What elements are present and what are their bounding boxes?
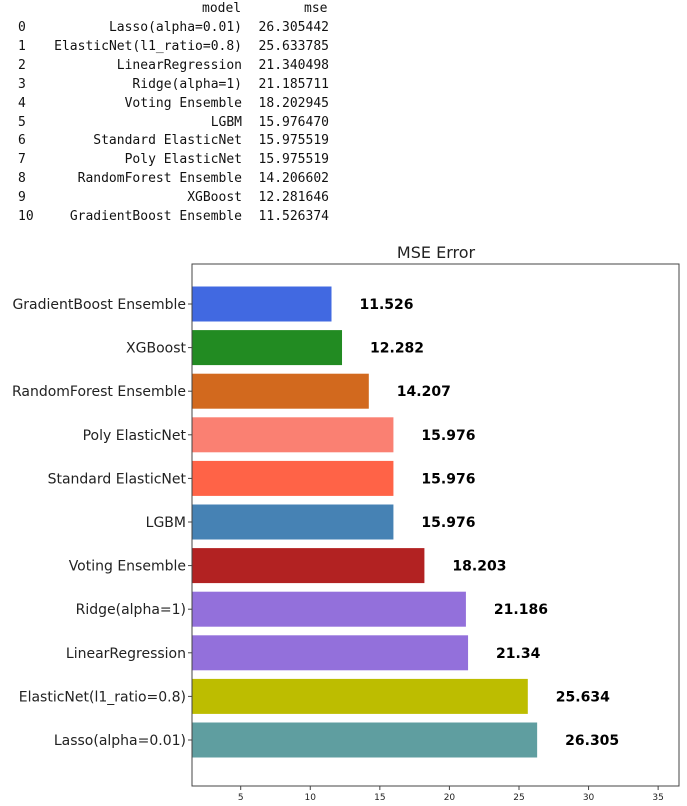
y-tick-label: LinearRegression	[66, 646, 186, 662]
y-tick-label: XGBoost	[126, 341, 186, 357]
bar	[192, 548, 425, 584]
table-cell-model: Ridge(alpha=1)	[132, 76, 242, 92]
bar	[192, 460, 394, 496]
bar	[192, 417, 394, 453]
data-labels-group: 11.526 12.282 14.207 15.976 15.976 15.976 18.2…	[360, 297, 620, 749]
table-cell-model: ElasticNet(l1_ratio=0.8)	[54, 38, 242, 54]
bar	[192, 373, 369, 409]
table-cell-model: Standard ElasticNet	[93, 133, 242, 149]
bar-value-label: 14.207	[397, 384, 451, 400]
table-cell-mse: 12.281646	[258, 190, 329, 206]
plot-frame	[191, 263, 680, 787]
table-row-index: 10	[18, 209, 34, 224]
x-tick-label: 25	[513, 793, 524, 803]
table-cell-mse: 26.305442	[258, 20, 329, 35]
table-cell-mse: 11.526374	[258, 209, 329, 224]
x-tick-label: 10	[305, 793, 317, 803]
table-cell-model: LinearRegression	[116, 57, 242, 73]
bar	[192, 504, 394, 540]
bars-group	[192, 286, 538, 758]
bar	[192, 678, 528, 714]
y-tick-label: Standard ElasticNet	[48, 471, 187, 487]
table-cell-model: Lasso(alpha=0.01)	[108, 20, 242, 35]
x-tick-label: 5	[238, 793, 244, 803]
table-cell-mse: 25.633785	[258, 38, 329, 54]
bar-value-label: 15.976	[421, 515, 475, 531]
bar-value-label: 15.976	[421, 428, 475, 444]
bar-value-label: 18.203	[452, 559, 506, 575]
bar	[192, 286, 332, 322]
bar	[192, 722, 538, 758]
table-cell-model: Voting Ensemble	[124, 95, 242, 111]
x-tick-label: 15	[374, 793, 385, 803]
bar	[192, 330, 343, 366]
table-cell-mse: 15.975519	[258, 133, 329, 149]
y-tick-label: RandomForest Ensemble	[12, 384, 186, 400]
table-cell-model: XGBoost	[187, 190, 242, 206]
x-tick-label: 20	[444, 793, 456, 803]
table-row-index: 5	[18, 114, 26, 130]
table-header-mse: mse	[304, 1, 328, 16]
table-row-index: 7	[18, 152, 26, 168]
bar-value-label: 21.186	[494, 602, 548, 618]
mse-error-chart: MSE Error 11.526 12.282 14.207 15.976 15.976…	[12, 243, 680, 803]
table-cell-mse: 15.976470	[258, 114, 329, 130]
bar	[192, 635, 469, 671]
y-tick-label: Poly ElasticNet	[83, 428, 187, 444]
chart-title: MSE Error	[397, 243, 476, 262]
y-tick-label: GradientBoost Ensemble	[12, 297, 186, 313]
y-tick-label: Ridge(alpha=1)	[76, 602, 186, 618]
dataframe-table: model mse 0 Lasso(alpha=0.01) 26.305442 1 El…	[0, 0, 687, 236]
table-cell-model: RandomForest Ensemble	[77, 171, 242, 187]
table-row-index: 4	[18, 95, 26, 111]
x-tick-label: 35	[652, 793, 663, 803]
bar-value-label: 26.305	[565, 733, 619, 749]
table-cell-mse: 18.202945	[258, 95, 329, 111]
table-cell-model: GradientBoost Ensemble	[69, 209, 242, 224]
table-row-index: 0	[18, 20, 26, 35]
table-cell-mse: 14.206602	[258, 171, 329, 187]
table-row-index: 3	[18, 76, 26, 92]
x-tick-label: 30	[583, 793, 595, 803]
table-cell-mse: 15.975519	[258, 152, 329, 168]
table-cell-mse: 21.185711	[258, 76, 329, 92]
table-header-model: model	[202, 1, 242, 16]
table-cell-model: Poly ElasticNet	[124, 152, 242, 168]
bar-value-label: 15.976	[421, 471, 475, 487]
table-row-index: 6	[18, 133, 26, 149]
bar-value-label: 21.34	[496, 646, 541, 662]
table-row-index: 2	[18, 57, 26, 73]
bar-value-label: 11.526	[360, 297, 414, 313]
table-row-index: 9	[18, 190, 26, 206]
y-tick-label: LGBM	[146, 515, 186, 531]
bar-value-label: 12.282	[370, 341, 424, 357]
table-row-index: 1	[18, 38, 26, 54]
table-cell-mse: 21.340498	[258, 57, 329, 73]
bar	[192, 591, 466, 627]
y-tick-labels-group: GradientBoost Ensemble XGBoost RandomFores…	[12, 297, 192, 749]
bar-value-label: 25.634	[556, 689, 610, 705]
y-tick-label: Voting Ensemble	[69, 559, 186, 575]
y-tick-label: ElasticNet(l1_ratio=0.8)	[19, 689, 186, 705]
x-ticks-group: 5 10 15 20 25 30 35	[238, 786, 664, 803]
y-tick-label: Lasso(alpha=0.01)	[54, 733, 186, 749]
table-row-index: 8	[18, 171, 26, 187]
table-cell-model: LGBM	[210, 114, 242, 130]
